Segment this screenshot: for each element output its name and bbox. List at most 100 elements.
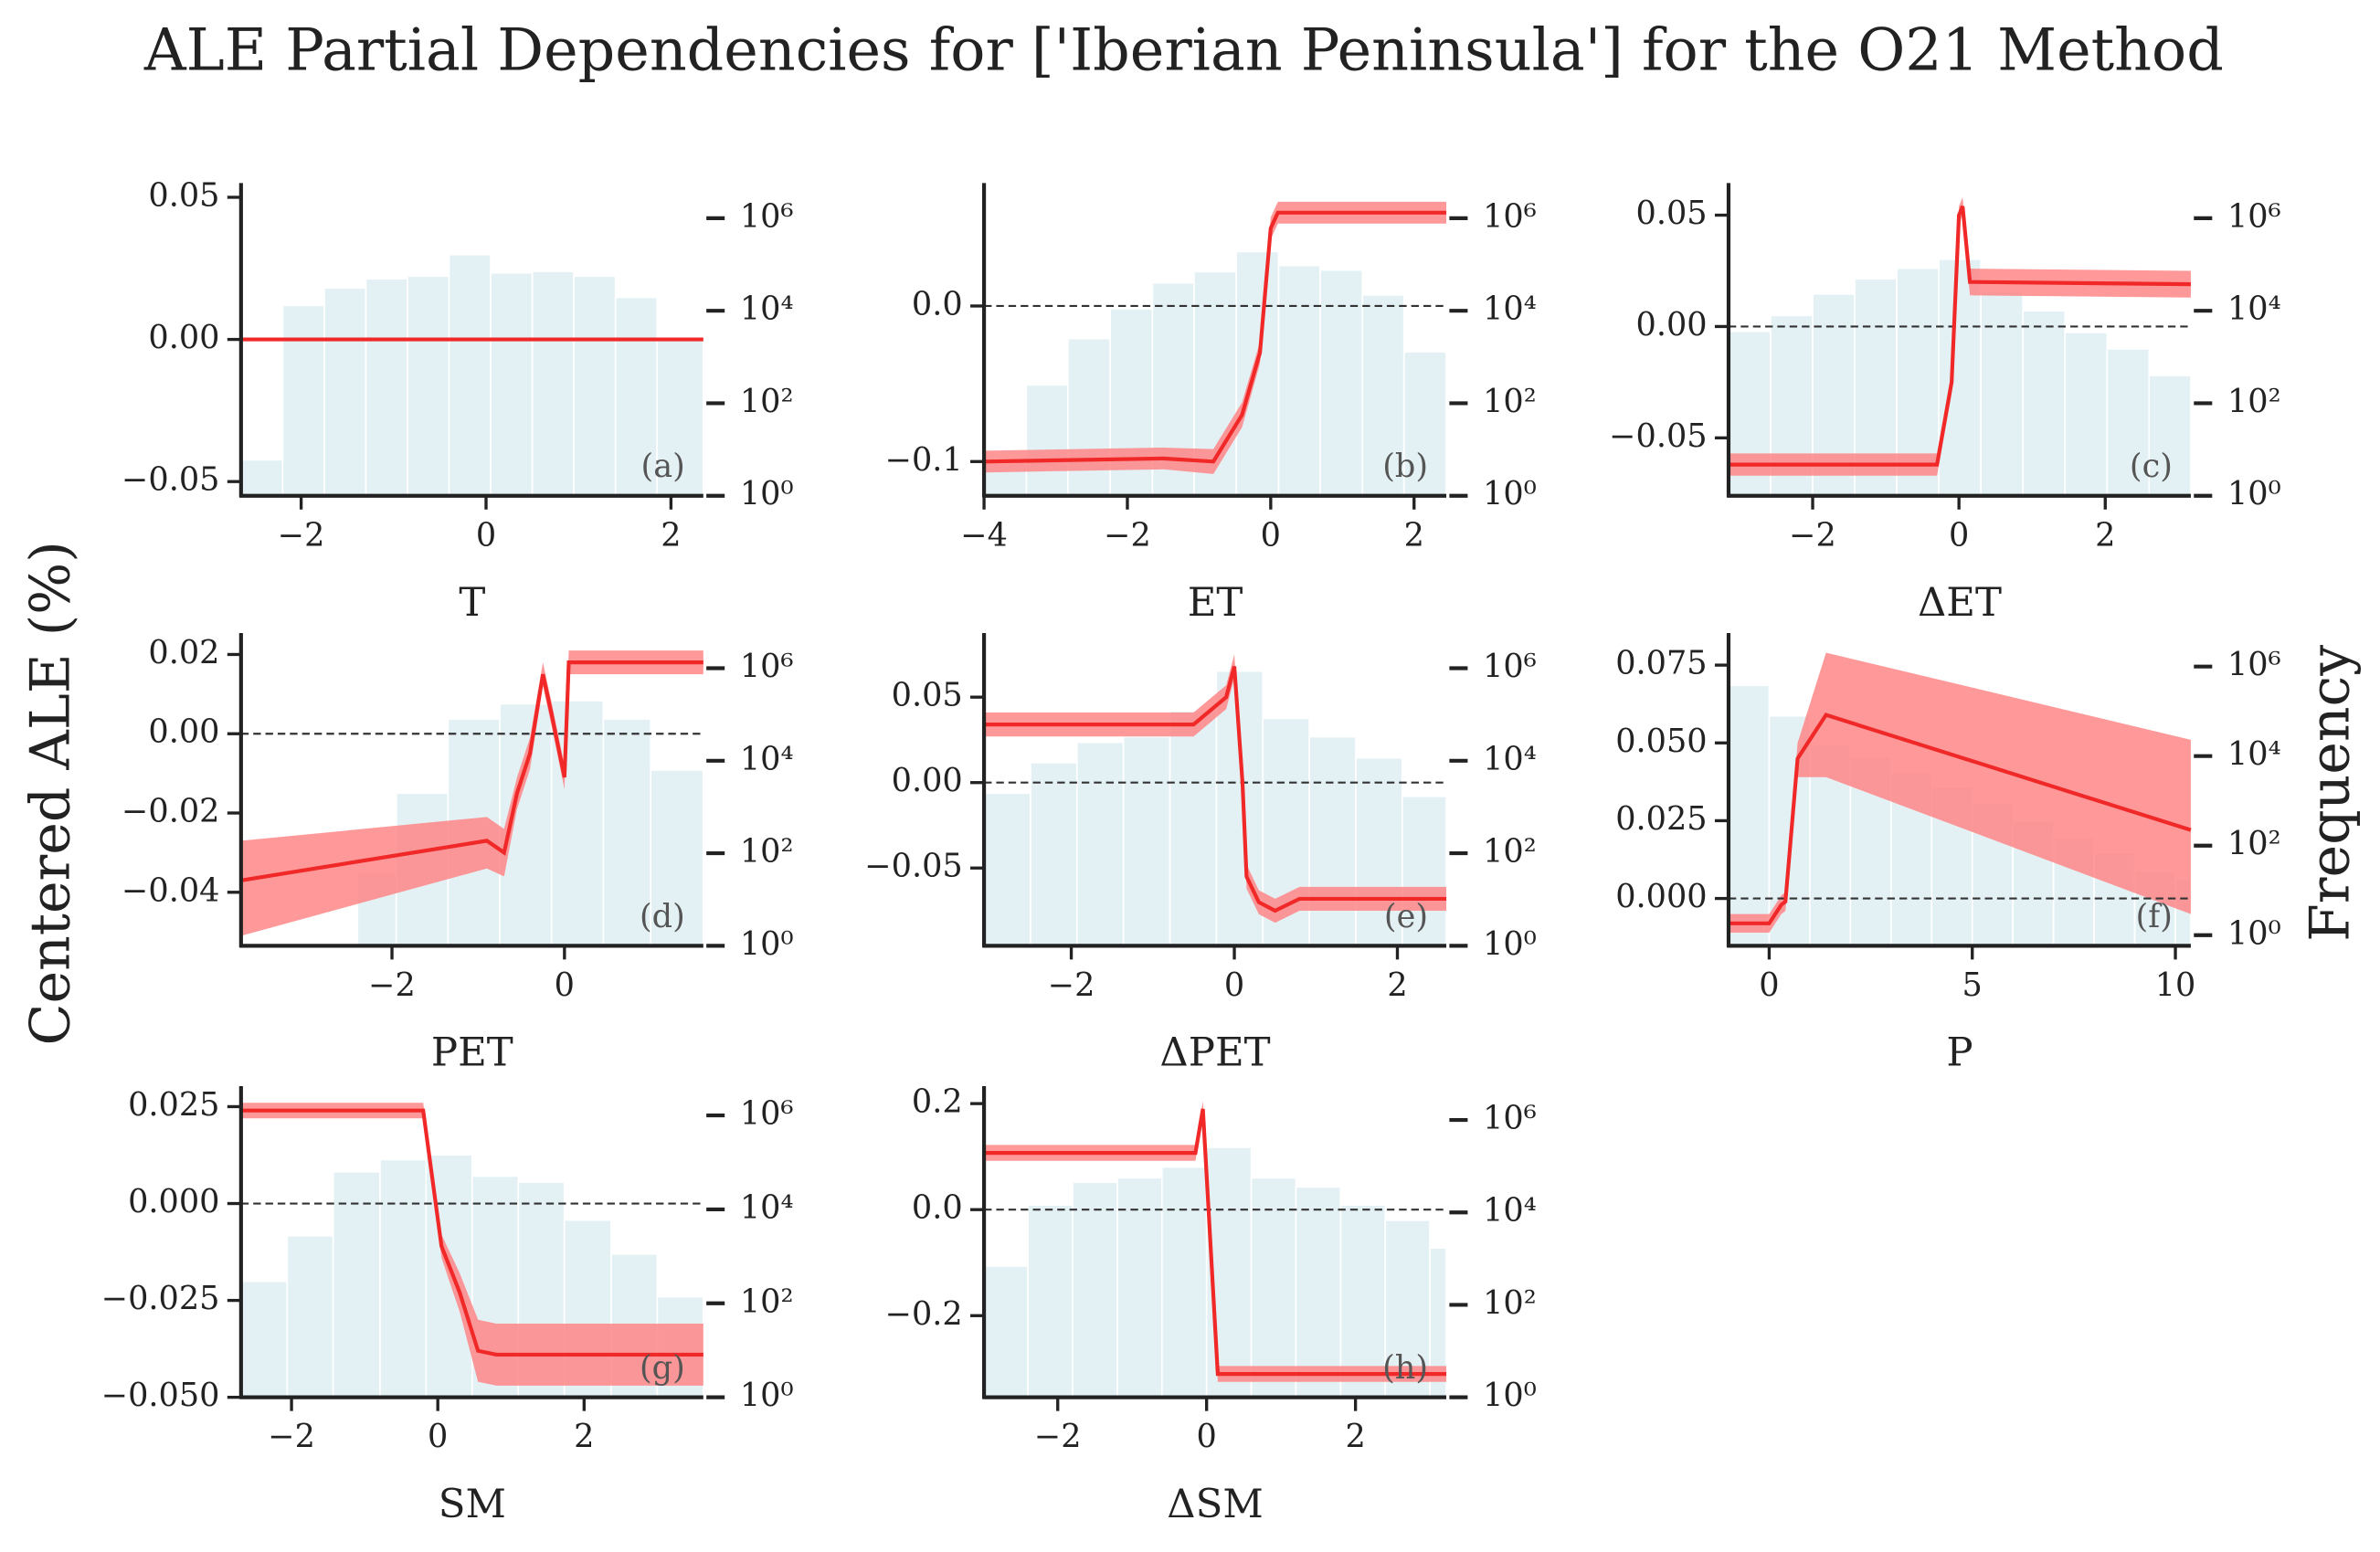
histogram-bar xyxy=(365,278,408,497)
y-tick-label: 0.025 xyxy=(1615,800,1707,838)
histogram-bar xyxy=(1067,337,1111,497)
histogram-bar xyxy=(650,769,704,947)
x-axis-label: SM xyxy=(439,1482,506,1527)
histogram-bar xyxy=(656,337,704,497)
x-tick-label: −2 xyxy=(1104,516,1151,554)
histogram-bar xyxy=(531,270,575,497)
ale-line xyxy=(984,1108,1447,1377)
x-tick-label: 2 xyxy=(2095,516,2115,554)
x-tick-label: 2 xyxy=(574,1418,594,1455)
x-axis-label: ΔPET xyxy=(1159,1030,1270,1076)
x-tick-label: −2 xyxy=(1034,1418,1082,1455)
histogram-bar xyxy=(1319,269,1364,497)
y-tick-label: 0.000 xyxy=(1615,878,1707,915)
y2-tick-label: 10⁰ xyxy=(1483,925,1537,963)
y-tick-label: 0.00 xyxy=(1636,306,1708,343)
x-tick-label: 2 xyxy=(1345,1418,1365,1455)
histogram-bar xyxy=(602,718,652,947)
ale-line xyxy=(984,665,1447,913)
x-tick-label: −2 xyxy=(1789,516,1836,554)
histogram-bar xyxy=(1235,250,1280,497)
y2-tick-label: 10⁴ xyxy=(1483,740,1537,777)
y2-tick-label: 10⁴ xyxy=(2227,735,2281,773)
x-tick-label: 0 xyxy=(1261,516,1281,554)
y-tick-label: 0.075 xyxy=(1615,645,1707,682)
y2-tick-label: 10⁶ xyxy=(2227,197,2281,235)
y-tick-label: −0.05 xyxy=(122,461,219,499)
ale-line xyxy=(240,1108,703,1357)
y2-tick-label: 10⁶ xyxy=(1483,197,1537,235)
y2-tick-label: 10⁶ xyxy=(1483,1100,1537,1137)
y2-tick-label: 10² xyxy=(740,1283,794,1320)
ale-line xyxy=(240,660,703,882)
y-tick-label: 0.025 xyxy=(128,1086,219,1124)
panel-label: (g) xyxy=(640,1349,685,1387)
y-tick-label: −0.02 xyxy=(122,793,219,830)
histogram-bar xyxy=(240,459,284,497)
histogram-bar xyxy=(1728,684,1771,947)
x-tick-label: 0 xyxy=(1224,966,1244,1004)
x-tick-label: 2 xyxy=(1387,966,1407,1004)
y2-tick-label: 10⁰ xyxy=(1483,1377,1537,1414)
x-tick-label: 0 xyxy=(555,966,575,1004)
x-tick-label: 5 xyxy=(1962,966,1983,1004)
y-tick-label: −0.050 xyxy=(101,1377,220,1414)
panel-label: (c) xyxy=(2130,448,2173,485)
histogram-bar xyxy=(573,275,617,497)
y-axis-label: Centered ALE (%) xyxy=(19,541,83,1045)
y2-tick-label: 10⁰ xyxy=(2227,914,2281,952)
y2-tick-label: 10⁶ xyxy=(740,1095,794,1133)
histogram-bar xyxy=(1072,1181,1118,1399)
y-tick-label: 0.0 xyxy=(912,285,963,322)
histogram-bar xyxy=(2064,332,2109,497)
panel-label: (d) xyxy=(640,898,685,935)
x-tick-label: −4 xyxy=(960,516,1008,554)
y2-tick-label: 10⁴ xyxy=(2227,290,2281,328)
panel-label: (f) xyxy=(2136,898,2173,935)
y2-tick-label: 10² xyxy=(740,833,794,871)
x-tick-label: 10 xyxy=(2155,966,2196,1004)
histogram-bar xyxy=(286,1234,334,1399)
y-tick-label: 0.02 xyxy=(148,634,219,671)
y-tick-label: 0.00 xyxy=(892,762,963,799)
y2-tick-label: 10⁴ xyxy=(1483,290,1537,328)
confidence-band xyxy=(984,654,1447,924)
x-tick-label: −2 xyxy=(1048,966,1095,1004)
x-tick-label: −2 xyxy=(368,966,416,1004)
y-tick-label: 0.050 xyxy=(1615,723,1707,760)
y2-tick-label: 10⁰ xyxy=(740,925,794,963)
x-tick-label: 2 xyxy=(661,516,681,554)
histogram-bar xyxy=(983,1265,1029,1399)
y2-tick-label: 10⁶ xyxy=(2227,646,2281,683)
histogram-bar xyxy=(2022,310,2067,497)
histogram-bar xyxy=(1295,1186,1342,1399)
x-tick-label: 0 xyxy=(1197,1418,1217,1455)
y2-tick-label: 10² xyxy=(740,383,794,420)
histogram-bar xyxy=(448,253,492,497)
histogram-bar xyxy=(1169,710,1218,947)
x-tick-label: 0 xyxy=(1949,516,1969,554)
histogram-bar xyxy=(1030,762,1078,947)
histogram-bar xyxy=(2148,375,2192,497)
x-axis-label: ET xyxy=(1188,580,1243,626)
x-tick-label: 0 xyxy=(1759,966,1779,1004)
y-tick-label: 0.0 xyxy=(912,1189,963,1227)
confidence-band xyxy=(240,650,703,936)
panel-label: (a) xyxy=(641,448,685,485)
panel-label: (h) xyxy=(1382,1349,1428,1387)
x-axis-label: ΔET xyxy=(1918,580,2002,626)
x-tick-label: 0 xyxy=(476,516,496,554)
y2-tick-label: 10⁰ xyxy=(1483,475,1537,512)
y2-tick-label: 10⁶ xyxy=(740,648,794,685)
histogram-bar xyxy=(1308,735,1357,947)
y2-tick-label: 10⁴ xyxy=(1483,1192,1537,1230)
histogram-bar xyxy=(1277,264,1321,497)
histogram-bar xyxy=(1250,1177,1297,1399)
y2-axis-label: Frequency xyxy=(2298,645,2362,942)
histogram-bar xyxy=(407,275,450,497)
histogram-bar xyxy=(1116,1177,1163,1399)
y2-tick-label: 10⁶ xyxy=(740,197,794,235)
histogram-bar xyxy=(1027,1204,1074,1399)
